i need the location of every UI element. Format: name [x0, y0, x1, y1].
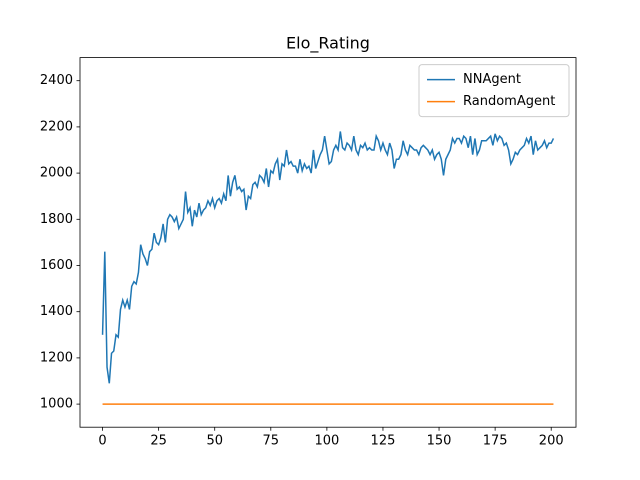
legend-box: [418, 64, 570, 118]
x-tick-label: 125: [371, 434, 396, 449]
x-tick-label: 0: [98, 434, 106, 449]
y-tick-label: 1000: [40, 397, 73, 412]
x-tick-label: 200: [539, 434, 564, 449]
x-tick-label: 50: [206, 434, 223, 449]
y-tick-label: 1200: [40, 350, 73, 365]
axes-frame: [79, 57, 577, 428]
y-tick-label: 2400: [40, 73, 73, 88]
x-tick-label: 100: [314, 434, 339, 449]
y-tick-label: 2000: [40, 166, 73, 181]
y-tick-label: 1400: [40, 304, 73, 319]
x-tick-label: 150: [427, 434, 452, 449]
y-tick-label: 2200: [40, 119, 73, 134]
legend-label: NNAgent: [463, 72, 521, 87]
y-tick-label: 1800: [40, 212, 73, 227]
x-tick-label: 75: [263, 434, 280, 449]
legend: NNAgent RandomAgent: [418, 64, 570, 118]
chart-title: Elo_Rating: [286, 34, 370, 54]
y-tick-label: 1600: [40, 258, 73, 273]
x-tick-label: 25: [150, 434, 167, 449]
legend-label: RandomAgent: [463, 94, 555, 109]
line-series: [101, 131, 555, 384]
x-tick-label: 175: [483, 434, 508, 449]
